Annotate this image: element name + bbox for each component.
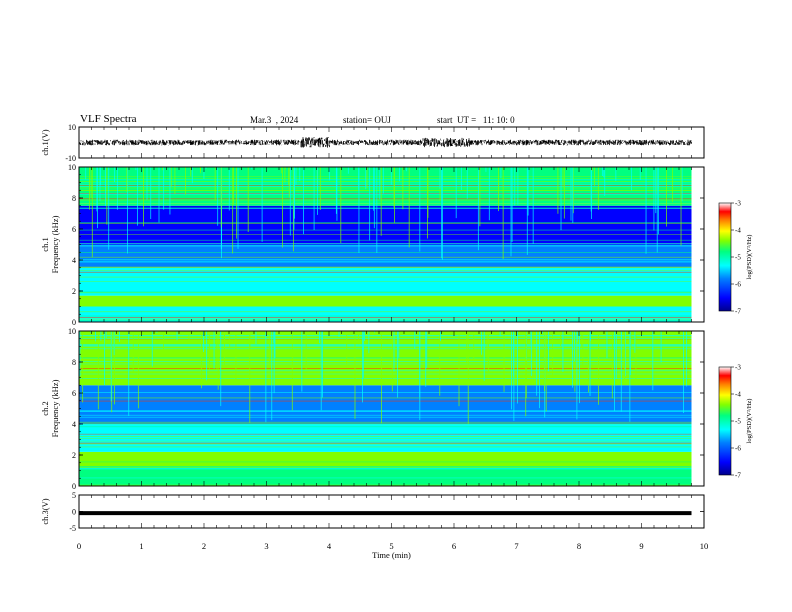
colorbar (718, 366, 732, 476)
spectrogram-band (79, 424, 692, 452)
y-tick-label: 10 (68, 163, 76, 172)
spectrogram-band (79, 205, 692, 245)
y-axis-label: Frequency (kHz) (50, 379, 60, 437)
spectrogram-band (79, 385, 692, 424)
x-tick-label: 7 (514, 541, 518, 551)
colorbar-tick-label: -6 (735, 445, 741, 453)
y-axis-label: ch.2 (40, 401, 50, 415)
y-tick-label: 0 (72, 482, 76, 491)
colorbar-label: log(PSD)(V²/Hz) (746, 235, 753, 280)
colorbar-tick-label: -4 (735, 227, 741, 235)
colorbar-tick-label: -5 (735, 418, 741, 426)
y-tick-label: 2 (72, 287, 76, 296)
y-tick-label: -5 (69, 524, 76, 533)
y-tick-label: 4 (72, 256, 76, 265)
y-tick-label: 5 (72, 491, 76, 500)
y-tick-label: -10 (65, 154, 76, 163)
start-time-label: start UT = 11: 10: 0 (437, 115, 515, 125)
x-axis-label: Time (min) (372, 550, 411, 560)
y-axis-label: ch.3(V) (40, 498, 50, 524)
spectrogram-band (79, 451, 692, 468)
date-label: Mar.3 , 2024 (250, 115, 299, 125)
x-tick-label: 10 (700, 541, 709, 551)
x-tick-label: 5 (389, 541, 393, 551)
x-tick-label: 9 (639, 541, 643, 551)
spectrogram-band (79, 467, 692, 486)
colorbar-tick-label: -6 (735, 281, 741, 289)
y-tick-label: 8 (72, 358, 76, 367)
colorbar-tick-label: -4 (735, 391, 741, 399)
y-tick-label: 8 (72, 194, 76, 203)
x-tick-label: 1 (139, 541, 143, 551)
x-tick-label: 4 (327, 541, 332, 551)
x-tick-label: 2 (202, 541, 206, 551)
y-tick-label: 4 (72, 420, 76, 429)
x-tick-label: 0 (77, 541, 81, 551)
y-axis-label: ch.1 (40, 237, 50, 251)
spectrogram-band (79, 295, 692, 307)
x-tick-label: 3 (264, 541, 268, 551)
y-tick-label: 10 (68, 123, 76, 132)
colorbar-tick-label: -3 (735, 200, 741, 208)
colorbar (718, 202, 732, 312)
y-tick-label: 6 (72, 225, 76, 234)
colorbar-tick-label: -5 (735, 254, 741, 262)
y-tick-label: 0 (72, 318, 76, 327)
y-tick-label: 10 (68, 327, 76, 336)
colorbar-tick-label: -3 (735, 364, 741, 372)
y-axis-label: ch.1(V) (40, 129, 50, 155)
ch1-waveform-trace (78, 137, 692, 148)
x-tick-label: 6 (452, 541, 456, 551)
colorbar-tick-label: -7 (735, 308, 741, 316)
colorbar-tick-label: -7 (735, 472, 741, 480)
x-tick-label: 8 (577, 541, 581, 551)
spectrogram-band (79, 306, 692, 322)
figure-title: VLF Spectra (80, 113, 137, 125)
station-label: station= OUJ (343, 115, 391, 125)
y-tick-label: 2 (72, 451, 76, 460)
y-axis-label: Frequency (kHz) (50, 215, 60, 273)
colorbar-label: log(PSD)(V²/Hz) (746, 399, 753, 444)
spectrogram-band (79, 244, 692, 268)
y-tick-label: 0 (72, 508, 76, 517)
y-tick-label: 6 (72, 389, 76, 398)
